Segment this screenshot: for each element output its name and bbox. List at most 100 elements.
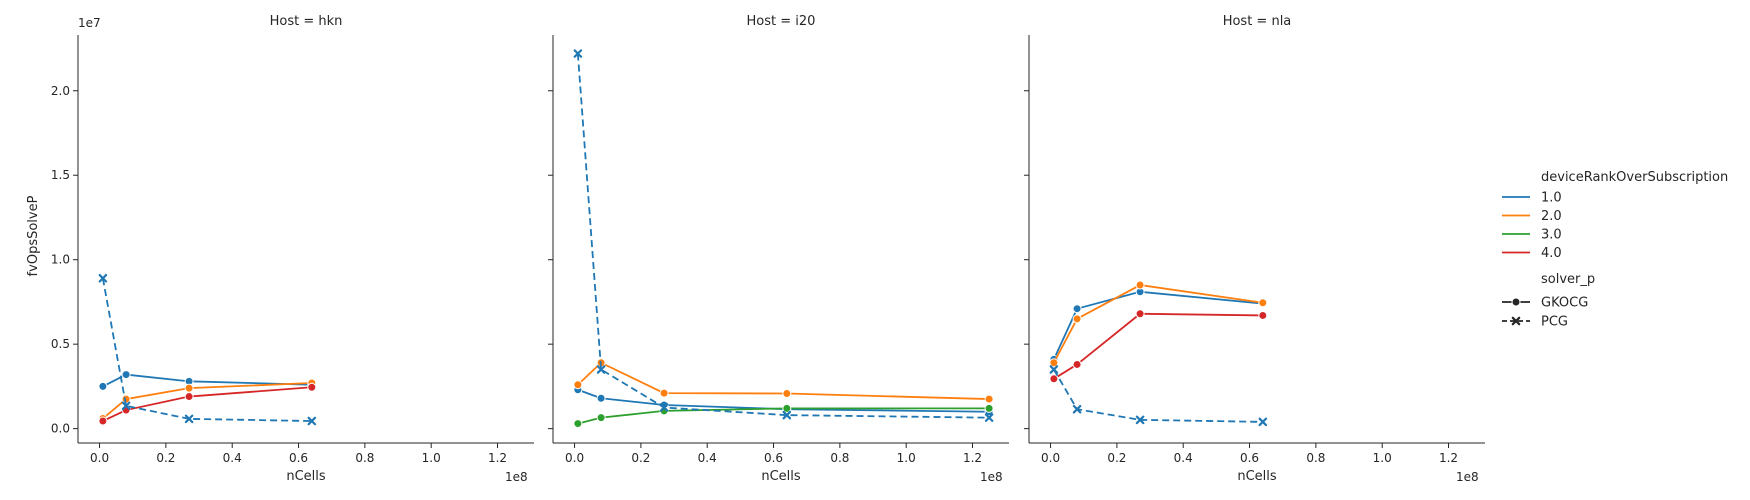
- data-point: [307, 382, 317, 392]
- x-offset-text: 1e8: [1456, 470, 1479, 484]
- series-pcg-1-0: [98, 273, 317, 426]
- series-gkocg-4-0: [1049, 309, 1268, 384]
- x-tick-label: 0.6: [289, 451, 308, 465]
- x-tick-label: 0.8: [1306, 451, 1325, 465]
- data-point: [1049, 358, 1059, 368]
- x-tick-label: 1.0: [422, 451, 441, 465]
- legend-label: 2.0: [1541, 209, 1562, 224]
- data-point: [984, 403, 994, 413]
- series-line: [1053, 369, 1263, 423]
- legend-hue-entry: 3.0: [1502, 228, 1562, 243]
- x-axis-label: nCells: [286, 469, 326, 484]
- series-gkocg-2-0: [573, 358, 994, 404]
- x-tick-label: 0.8: [355, 451, 374, 465]
- data-point: [782, 388, 792, 398]
- x-tick-label: 0.2: [631, 451, 650, 465]
- x-tick-label: 0.4: [223, 451, 242, 465]
- facet-title: Host = hkn: [270, 14, 343, 29]
- data-point: [984, 394, 994, 404]
- y-axis-label: fvOpsSolveP: [26, 195, 41, 276]
- x-tick-label: 0.2: [156, 451, 175, 465]
- data-point: [596, 413, 606, 423]
- data-point: [98, 416, 108, 426]
- series-line: [102, 373, 312, 388]
- data-point: [98, 273, 108, 283]
- series-pcg-1-0: [573, 49, 994, 422]
- data-point: [1135, 309, 1145, 319]
- legend-style-title: solver_p: [1541, 272, 1595, 287]
- legend-style-entry: PCG: [1502, 315, 1568, 330]
- data-point: [121, 401, 131, 411]
- data-point: [1135, 280, 1145, 290]
- legend-marker: [1511, 297, 1521, 307]
- data-point: [659, 388, 669, 398]
- data-point: [1258, 298, 1268, 308]
- x-tick-label: 1.0: [897, 451, 916, 465]
- legend-marker: [1511, 316, 1521, 326]
- series-line: [1053, 284, 1263, 364]
- x-tick-label: 1.2: [1439, 451, 1458, 465]
- series-line: [101, 278, 312, 422]
- y-tick-label: 0.0: [51, 422, 70, 436]
- x-tick-label: 1.2: [488, 451, 507, 465]
- y-offset-text: 1e7: [78, 16, 101, 30]
- legend: deviceRankOverSubscription 1.02.03.04.0 …: [1502, 170, 1728, 330]
- x-tick-label: 0.2: [1107, 451, 1126, 465]
- x-tick-label: 0.8: [830, 451, 849, 465]
- legend-label: 4.0: [1541, 246, 1562, 261]
- legend-style-entry: GKOCG: [1502, 296, 1588, 311]
- x-offset-text: 1e8: [980, 470, 1003, 484]
- series-line: [576, 53, 990, 419]
- data-point: [1258, 310, 1268, 320]
- x-tick-label: 0.0: [1041, 451, 1060, 465]
- facet-title: Host = i20: [747, 14, 816, 29]
- facet-panel-hkn: Host = hkn 0.0 0.2 0.4 0.6 0.8 1.0 1.2 0.0 0.5 1.0…: [51, 14, 534, 484]
- data-point: [659, 403, 669, 412]
- data-point: [1049, 365, 1059, 374]
- legend-label: PCG: [1541, 315, 1568, 330]
- x-tick-label: 0.6: [764, 451, 783, 465]
- data-point: [1258, 417, 1268, 427]
- data-point: [573, 419, 583, 429]
- data-point: [184, 383, 194, 393]
- facet-title: Host = nla: [1223, 14, 1292, 29]
- data-point: [98, 381, 108, 391]
- data-point: [1049, 374, 1059, 384]
- series-line: [102, 386, 312, 422]
- legend-label: 1.0: [1541, 191, 1562, 206]
- x-offset-text: 1e8: [505, 470, 528, 484]
- data-point: [596, 365, 606, 374]
- series-line: [1053, 290, 1263, 360]
- legend-hue-entry: 2.0: [1502, 209, 1562, 224]
- data-point: [184, 392, 194, 402]
- y-tick-label: 1.0: [51, 253, 70, 267]
- x-tick-label: 0.6: [1240, 451, 1259, 465]
- data-point: [573, 49, 583, 58]
- series-line: [102, 382, 312, 420]
- x-axis-label: nCells: [1237, 469, 1277, 484]
- x-tick-label: 0.0: [90, 451, 109, 465]
- series-gkocg-2-0: [1049, 280, 1268, 368]
- series-line: [1053, 312, 1263, 380]
- data-point: [1072, 304, 1082, 314]
- legend-label: GKOCG: [1541, 296, 1588, 311]
- series-pcg-1-0: [1049, 365, 1268, 427]
- data-point: [121, 370, 131, 380]
- legend-hue-entry: 1.0: [1502, 191, 1562, 206]
- x-axis-label: nCells: [761, 469, 801, 484]
- facet-panel-nla: Host = nla 0.0 0.2 0.4 0.6 0.8 1.0 1.2 nCells 1e8: [1024, 14, 1485, 484]
- x-tick-label: 0.4: [1174, 451, 1193, 465]
- series-gkocg-3-0: [573, 403, 994, 429]
- data-point: [596, 393, 606, 403]
- data-point: [782, 410, 792, 420]
- x-tick-label: 1.0: [1373, 451, 1392, 465]
- x-tick-label: 0.4: [698, 451, 717, 465]
- data-point: [1135, 415, 1145, 425]
- legend-label: 3.0: [1541, 228, 1562, 243]
- data-point: [984, 413, 994, 422]
- data-point: [1072, 359, 1082, 369]
- x-tick-label: 0.0: [565, 451, 584, 465]
- x-tick-label: 1.2: [963, 451, 982, 465]
- facet-panels: Host = hkn 0.0 0.2 0.4 0.6 0.8 1.0 1.2 0.0 0.5 1.0…: [51, 14, 1485, 484]
